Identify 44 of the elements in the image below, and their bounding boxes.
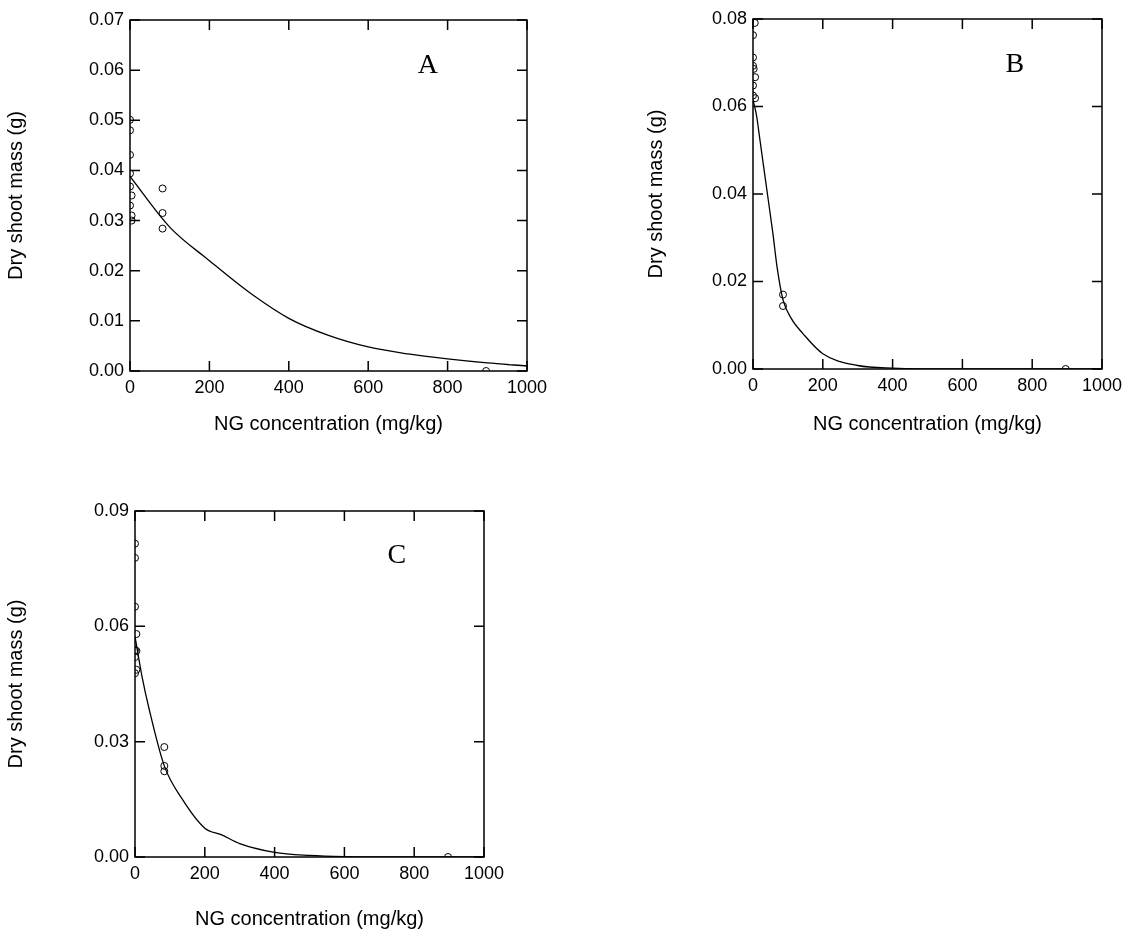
x-tick-label: 400 bbox=[259, 862, 290, 883]
x-axis-title: NG concentration (mg/kg) bbox=[195, 906, 424, 929]
y-tick-label: 0.03 bbox=[88, 209, 124, 230]
annotation: A bbox=[417, 47, 439, 79]
x-tick-label: 800 bbox=[432, 376, 463, 397]
x-tick-label: 600 bbox=[947, 374, 978, 395]
x-tick-label: 1000 bbox=[506, 376, 548, 397]
x-tick-label: 400 bbox=[877, 374, 908, 395]
y-tick-label: 0.07 bbox=[88, 8, 124, 29]
y-tick-label: 0.02 bbox=[711, 270, 747, 291]
y-axis-title: Dry shoot mass (g) bbox=[3, 111, 26, 280]
x-tick-label: 0 bbox=[747, 374, 759, 395]
y-tick-label: 0.08 bbox=[711, 7, 747, 28]
y-tick-label: 0.04 bbox=[711, 182, 747, 203]
y-tick-label: 0.06 bbox=[93, 615, 129, 636]
x-tick-label: 400 bbox=[273, 376, 304, 397]
y-tick-label: 0.04 bbox=[88, 159, 124, 180]
x-tick-label: 600 bbox=[353, 376, 384, 397]
x-tick-label: 800 bbox=[399, 862, 430, 883]
y-tick-label: 0.09 bbox=[93, 499, 129, 520]
y-tick-label: 0.05 bbox=[88, 109, 124, 130]
x-axis-title: NG concentration (mg/kg) bbox=[813, 411, 1042, 434]
y-tick-label: 0.02 bbox=[88, 259, 124, 280]
x-axis-title: NG concentration (mg/kg) bbox=[214, 411, 443, 434]
annotation: C bbox=[387, 538, 407, 570]
annotation: B bbox=[1005, 46, 1025, 78]
x-tick-label: 1000 bbox=[1081, 374, 1123, 395]
y-axis-title: Dry shoot mass (g) bbox=[3, 599, 26, 769]
y-tick-label: 0.00 bbox=[711, 357, 747, 378]
x-tick-label: 1000 bbox=[463, 862, 505, 883]
y-tick-label: 0.00 bbox=[93, 845, 129, 866]
y-tick-label: 0.03 bbox=[93, 730, 129, 751]
x-tick-label: 200 bbox=[189, 862, 220, 883]
x-tick-label: 600 bbox=[329, 862, 360, 883]
x-tick-label: 200 bbox=[807, 374, 838, 395]
x-tick-label: 800 bbox=[1017, 374, 1048, 395]
x-tick-label: 0 bbox=[129, 862, 141, 883]
x-tick-label: 200 bbox=[194, 376, 225, 397]
y-axis-title: Dry shoot mass (g) bbox=[643, 109, 666, 279]
y-tick-label: 0.06 bbox=[88, 59, 124, 80]
y-tick-label: 0.00 bbox=[88, 359, 124, 380]
x-tick-label: 0 bbox=[124, 376, 136, 397]
y-tick-label: 0.06 bbox=[711, 95, 747, 116]
y-tick-label: 0.01 bbox=[88, 309, 124, 330]
